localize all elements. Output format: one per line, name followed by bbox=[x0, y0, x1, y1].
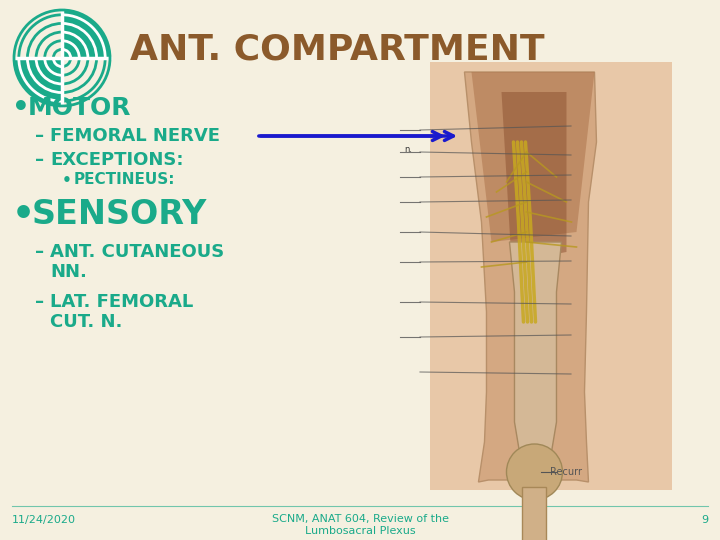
Bar bbox=[523, 487, 546, 540]
Bar bbox=[430, 62, 672, 490]
Text: SENSORY: SENSORY bbox=[32, 199, 207, 232]
Text: Recurr: Recurr bbox=[550, 467, 582, 477]
Text: n.: n. bbox=[404, 145, 412, 154]
Text: •: • bbox=[12, 198, 35, 232]
Polygon shape bbox=[464, 72, 596, 482]
Polygon shape bbox=[510, 242, 562, 452]
Polygon shape bbox=[501, 92, 567, 262]
Text: –: – bbox=[35, 293, 44, 311]
Wedge shape bbox=[14, 58, 62, 106]
Circle shape bbox=[506, 444, 562, 500]
Text: –: – bbox=[35, 127, 44, 145]
Text: •: • bbox=[12, 94, 30, 122]
Text: 11/24/2020: 11/24/2020 bbox=[12, 515, 76, 525]
Wedge shape bbox=[62, 10, 110, 58]
Text: 9: 9 bbox=[701, 515, 708, 525]
Text: PECTINEUS:: PECTINEUS: bbox=[74, 172, 176, 187]
Text: NN.: NN. bbox=[50, 263, 87, 281]
Text: –: – bbox=[35, 151, 44, 169]
Text: EXCEPTIONS:: EXCEPTIONS: bbox=[50, 151, 184, 169]
Text: MOTOR: MOTOR bbox=[28, 96, 132, 120]
Text: CUT. N.: CUT. N. bbox=[50, 313, 122, 331]
Text: SCNM, ANAT 604, Review of the
Lumbosacral Plexus: SCNM, ANAT 604, Review of the Lumbosacra… bbox=[271, 514, 449, 536]
Text: •: • bbox=[62, 172, 72, 187]
Text: LAT. FEMORAL: LAT. FEMORAL bbox=[50, 293, 193, 311]
Text: FEMORAL NERVE: FEMORAL NERVE bbox=[50, 127, 220, 145]
Polygon shape bbox=[472, 72, 595, 242]
Text: ANT. CUTANEOUS: ANT. CUTANEOUS bbox=[50, 243, 224, 261]
Text: –: – bbox=[35, 243, 44, 261]
Text: ANT. COMPARTMENT: ANT. COMPARTMENT bbox=[130, 33, 544, 67]
